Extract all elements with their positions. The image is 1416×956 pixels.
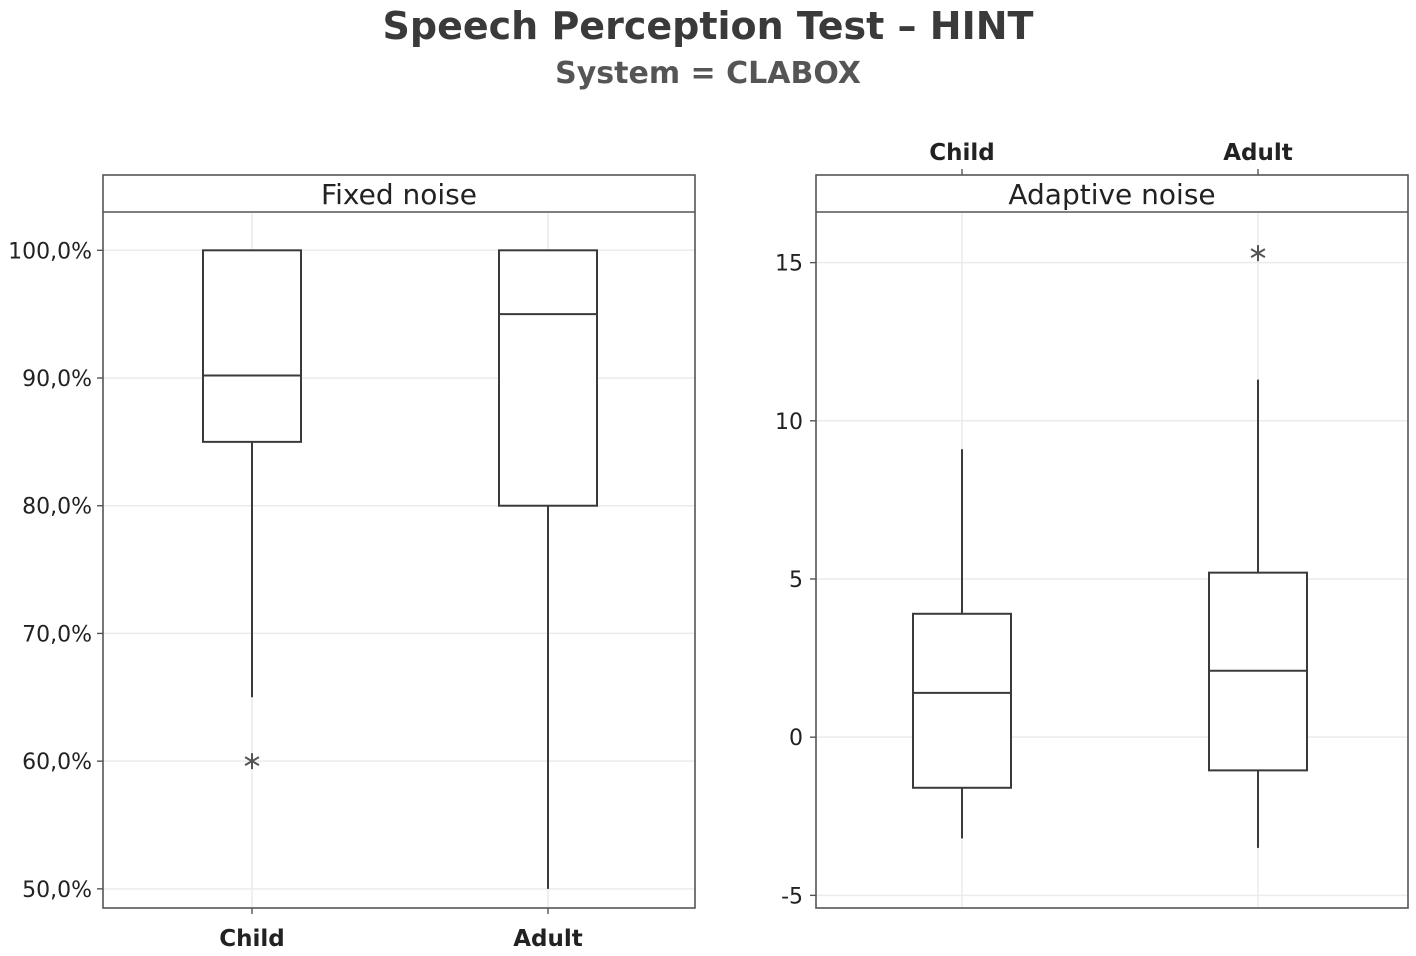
chart-subtitle: System = CLABOX: [555, 56, 861, 91]
y-tick-label: 10: [775, 410, 803, 435]
y-tick-label: -5: [781, 884, 803, 909]
outlier-marker: [1250, 245, 1266, 262]
y-tick-label: 50,0%: [22, 878, 92, 903]
y-tick-label: 90,0%: [22, 367, 92, 392]
panel-strip-label: Fixed noise: [321, 178, 477, 211]
box-adult: [498, 249, 598, 507]
y-tick-label: 80,0%: [22, 495, 92, 520]
y-tick-label: 60,0%: [22, 750, 92, 775]
y-tick-label: 0: [789, 726, 803, 751]
x-category-label: Child: [219, 926, 285, 952]
box-child: [912, 612, 1012, 789]
panel-background: [816, 175, 1408, 908]
y-tick-label: 70,0%: [22, 622, 92, 647]
panel-frame: [815, 174, 1409, 909]
y-tick-label: 100,0%: [8, 239, 92, 264]
panel-frame: [102, 174, 696, 909]
panel-strip-label: Adaptive noise: [1008, 178, 1215, 211]
chart-title: Speech Perception Test – HINT: [382, 4, 1034, 48]
x-category-label: Child: [929, 140, 995, 166]
outlier-marker: [244, 753, 260, 770]
box-child: [202, 249, 302, 443]
x-category-label: Adult: [1223, 140, 1293, 166]
x-category-label: Adult: [513, 926, 583, 952]
y-tick-label: 15: [775, 252, 803, 277]
panel-background: [103, 175, 695, 908]
y-tick-label: 5: [789, 568, 803, 593]
